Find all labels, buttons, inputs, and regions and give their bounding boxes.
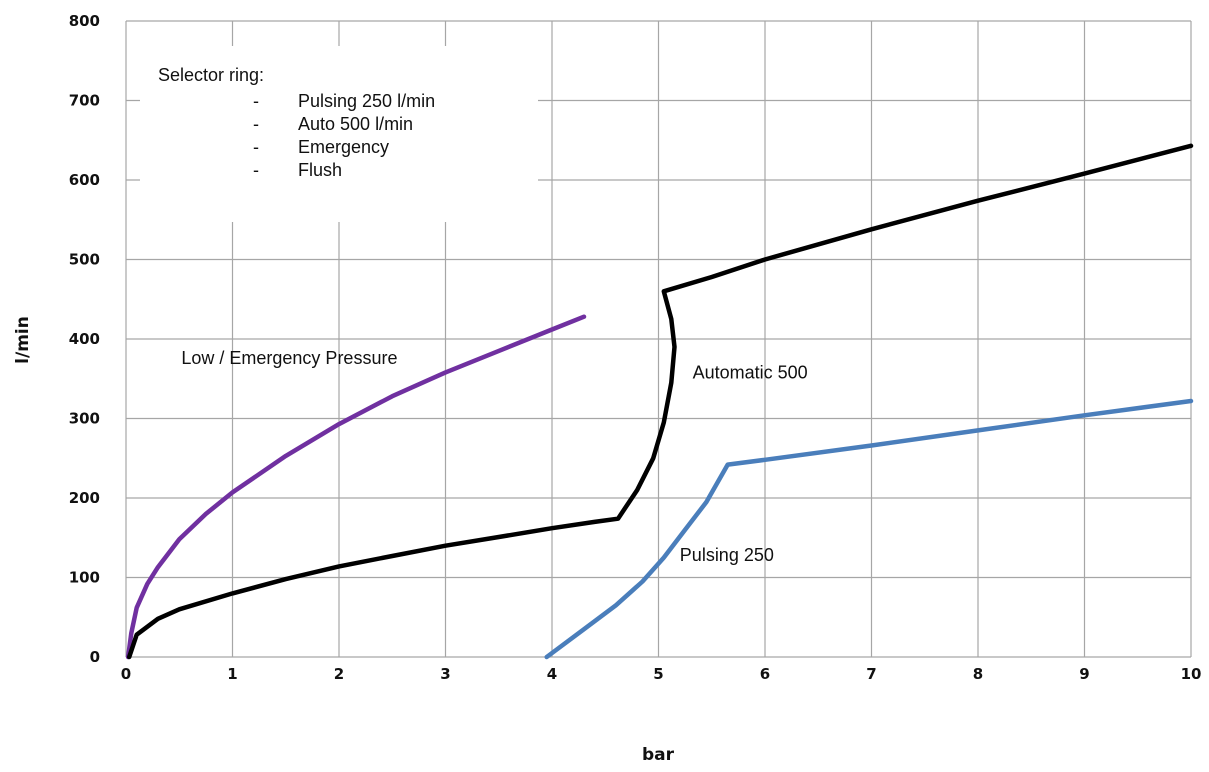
x-tick-label: 4 [547,665,557,683]
grid [125,20,1192,658]
series-line-1 [126,143,1194,660]
selector-ring-items: - Pulsing 250 l/min - Auto 500 l/min - Emerg… [253,91,435,180]
selector-ring-bullet: - [253,114,259,134]
series-line-0 [125,314,587,660]
x-axis-title: bar [642,745,675,765]
series-annotations: Low / Emergency Pressure Automatic 500 Pul… [181,348,807,565]
selector-ring-box: Selector ring: - Pulsing 250 l/min - Auto … [140,46,538,222]
y-tick-label: 300 [69,410,100,428]
y-axis-title: l/min [13,316,33,364]
y-tick-label: 0 [90,648,100,666]
selector-ring-box-background [140,46,538,222]
y-tick-label: 500 [69,251,100,269]
series-annotation: Pulsing 250 [680,545,774,565]
x-tick-label: 9 [1079,665,1089,683]
x-tick-label: 7 [866,665,876,683]
x-tick-label: 8 [973,665,983,683]
x-tick-label: 0 [121,665,131,683]
x-tick-label: 1 [227,665,237,683]
series-annotation: Automatic 500 [693,362,808,382]
y-tick-label: 400 [69,330,100,348]
selector-ring-item: Pulsing 250 l/min [298,91,435,111]
x-tick-label: 5 [653,665,663,683]
x-tick-label: 2 [334,665,344,683]
selector-ring-bullet: - [253,160,259,180]
series-lines [125,143,1194,660]
y-tick-label: 700 [69,92,100,110]
selector-ring-title: Selector ring: [158,65,264,85]
x-tick-label: 10 [1181,665,1202,683]
series-line-2 [544,398,1194,660]
selector-ring-item: Emergency [298,137,389,157]
y-tick-label: 800 [69,12,100,30]
y-tick-label: 200 [69,489,100,507]
y-tick-label: 600 [69,171,100,189]
selector-ring-bullet: - [253,137,259,157]
x-tick-label: 3 [440,665,450,683]
selector-ring-item: Auto 500 l/min [298,114,413,134]
y-tick-label: 100 [69,569,100,587]
x-tick-label: 6 [760,665,770,683]
selector-ring-bullet: - [253,91,259,111]
selector-ring-item: Flush [298,160,342,180]
series-annotation: Low / Emergency Pressure [181,348,397,368]
